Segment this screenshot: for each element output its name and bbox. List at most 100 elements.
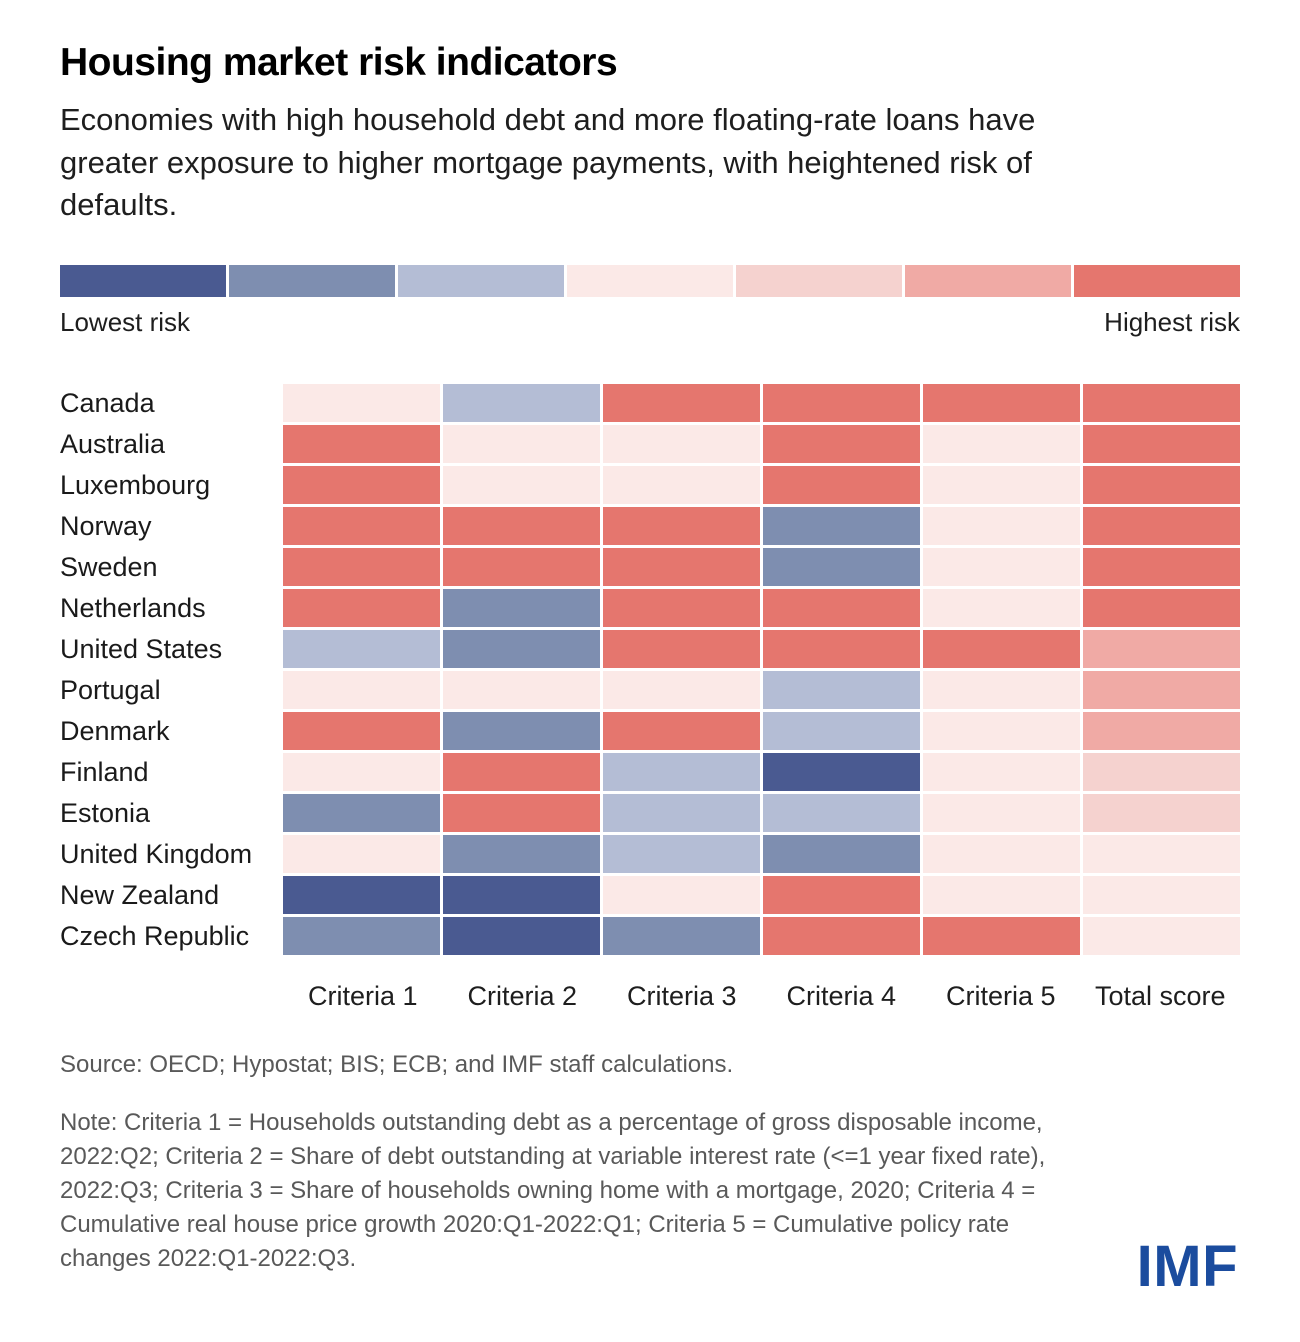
heatmap-cell-portugal-criteria-1 <box>283 671 440 710</box>
heatmap-cell-canada-criteria-4 <box>763 384 920 423</box>
row-label-norway: Norway <box>60 510 152 541</box>
heatmap-cell-canada-criteria-2 <box>443 384 600 423</box>
row-label-australia: Australia <box>60 428 166 459</box>
row-label-new-zealand: New Zealand <box>60 879 220 910</box>
source-text: Source: OECD; Hypostat; BIS; ECB; and IM… <box>60 1051 734 1079</box>
heatmap-cell-united-kingdom-total-score <box>1083 835 1240 874</box>
heatmap-cell-luxembourg-total-score <box>1083 466 1240 505</box>
heatmap-cell-denmark-criteria-3 <box>603 712 760 751</box>
heatmap-cell-sweden-criteria-1 <box>283 548 440 587</box>
heatmap-cell-netherlands-criteria-5 <box>923 589 1080 628</box>
heatmap-cell-australia-criteria-1 <box>283 425 440 464</box>
heatmap-cell-canada-criteria-5 <box>923 384 1080 423</box>
legend-segment-6 <box>905 265 1071 298</box>
column-label-total-score: Total score <box>1094 981 1226 1012</box>
heatmap-cell-finland-criteria-1 <box>283 753 440 792</box>
heatmap-cell-netherlands-criteria-1 <box>283 589 440 628</box>
heatmap-cell-czech-republic-total-score <box>1083 917 1240 956</box>
heatmap-cell-luxembourg-criteria-1 <box>283 466 440 505</box>
heatmap-cell-czech-republic-criteria-1 <box>283 917 440 956</box>
heatmap-cell-norway-total-score <box>1083 507 1240 546</box>
heatmap-cell-new-zealand-criteria-5 <box>923 876 1080 915</box>
heatmap-cell-denmark-total-score <box>1083 712 1240 751</box>
heatmap-cell-united-kingdom-criteria-2 <box>443 835 600 874</box>
heatmap-cell-portugal-criteria-2 <box>443 671 600 710</box>
heatmap-cell-australia-total-score <box>1083 425 1240 464</box>
legend-segment-1 <box>60 265 226 298</box>
heatmap-cell-new-zealand-criteria-3 <box>603 876 760 915</box>
legend-segment-5 <box>736 265 902 298</box>
heatmap-cell-united-states-criteria-4 <box>763 630 920 669</box>
heatmap-cell-australia-criteria-4 <box>763 425 920 464</box>
row-label-united-states: United States <box>60 633 223 664</box>
heatmap-cell-luxembourg-criteria-4 <box>763 466 920 505</box>
row-label-estonia: Estonia <box>60 797 151 828</box>
heatmap-cell-czech-republic-criteria-3 <box>603 917 760 956</box>
row-label-united-kingdom: United Kingdom <box>60 838 253 869</box>
heatmap-cell-united-states-criteria-1 <box>283 630 440 669</box>
heatmap-cell-united-kingdom-criteria-4 <box>763 835 920 874</box>
heatmap-cell-netherlands-criteria-2 <box>443 589 600 628</box>
heatmap-cell-denmark-criteria-2 <box>443 712 600 751</box>
row-label-denmark: Denmark <box>60 715 170 746</box>
heatmap-cell-finland-criteria-5 <box>923 753 1080 792</box>
legend-segment-7 <box>1074 265 1240 298</box>
heatmap-cell-sweden-criteria-2 <box>443 548 600 587</box>
heatmap-cell-netherlands-total-score <box>1083 589 1240 628</box>
heatmap-cell-estonia-criteria-1 <box>283 794 440 833</box>
heatmap-cell-denmark-criteria-5 <box>923 712 1080 751</box>
heatmap-cell-estonia-criteria-3 <box>603 794 760 833</box>
row-label-czech-republic: Czech Republic <box>60 920 250 951</box>
heatmap-cell-czech-republic-criteria-5 <box>923 917 1080 956</box>
heatmap-cell-luxembourg-criteria-2 <box>443 466 600 505</box>
legend-segment-3 <box>398 265 564 298</box>
heatmap-cell-new-zealand-criteria-1 <box>283 876 440 915</box>
legend-lowest-risk-label: Lowest risk <box>60 307 191 338</box>
column-label-criteria-4: Criteria 4 <box>786 981 897 1012</box>
heatmap-cell-united-kingdom-criteria-3 <box>603 835 760 874</box>
chart-subtitle: Economies with high household debt and m… <box>60 101 1036 223</box>
column-label-criteria-2: Criteria 2 <box>467 981 578 1012</box>
column-label-criteria-1: Criteria 1 <box>307 981 418 1012</box>
heatmap-cell-denmark-criteria-1 <box>283 712 440 751</box>
heatmap-cell-new-zealand-criteria-4 <box>763 876 920 915</box>
row-label-portugal: Portugal <box>60 674 161 705</box>
heatmap-cell-czech-republic-criteria-4 <box>763 917 920 956</box>
page-title: Housing market risk indicators <box>60 41 618 84</box>
heatmap-cell-united-states-total-score <box>1083 630 1240 669</box>
heatmap-cell-netherlands-criteria-3 <box>603 589 760 628</box>
row-label-sweden: Sweden <box>60 551 158 582</box>
heatmap-cell-sweden-total-score <box>1083 548 1240 587</box>
heatmap-cell-finland-criteria-3 <box>603 753 760 792</box>
legend-highest-risk-label: Highest risk <box>1104 307 1240 338</box>
heatmap-cell-united-states-criteria-5 <box>923 630 1080 669</box>
heatmap-cell-sweden-criteria-5 <box>923 548 1080 587</box>
heatmap-cell-norway-criteria-2 <box>443 507 600 546</box>
heatmap-cell-sweden-criteria-4 <box>763 548 920 587</box>
heatmap-cell-finland-criteria-2 <box>443 753 600 792</box>
row-label-netherlands: Netherlands <box>60 592 206 623</box>
infographic-page: Housing market risk indicators Economies… <box>0 41 1300 1342</box>
heatmap-cell-united-states-criteria-3 <box>603 630 760 669</box>
heatmap-cell-australia-criteria-5 <box>923 425 1080 464</box>
heatmap-cell-norway-criteria-1 <box>283 507 440 546</box>
heatmap-cell-canada-criteria-1 <box>283 384 440 423</box>
heatmap-cell-sweden-criteria-3 <box>603 548 760 587</box>
heatmap-cell-czech-republic-criteria-2 <box>443 917 600 956</box>
risk-color-legend-bar <box>60 265 1240 298</box>
heatmap-cell-portugal-criteria-4 <box>763 671 920 710</box>
legend-segment-4 <box>567 265 733 298</box>
heatmap-cell-portugal-total-score <box>1083 671 1240 710</box>
heatmap-cell-united-kingdom-criteria-5 <box>923 835 1080 874</box>
heatmap-cell-united-states-criteria-2 <box>443 630 600 669</box>
heatmap-cell-new-zealand-criteria-2 <box>443 876 600 915</box>
heatmap-cell-canada-total-score <box>1083 384 1240 423</box>
heatmap-cell-estonia-criteria-4 <box>763 794 920 833</box>
heatmap-cell-portugal-criteria-5 <box>923 671 1080 710</box>
column-labels: Criteria 1 Criteria 2 Criteria 3 Criteria 4… <box>283 981 1240 1012</box>
heatmap-cell-australia-criteria-3 <box>603 425 760 464</box>
heatmap-cell-norway-criteria-3 <box>603 507 760 546</box>
row-label-canada: Canada <box>60 387 155 418</box>
imf-logo: IMF <box>1136 1234 1238 1299</box>
heatmap-cell-australia-criteria-2 <box>443 425 600 464</box>
